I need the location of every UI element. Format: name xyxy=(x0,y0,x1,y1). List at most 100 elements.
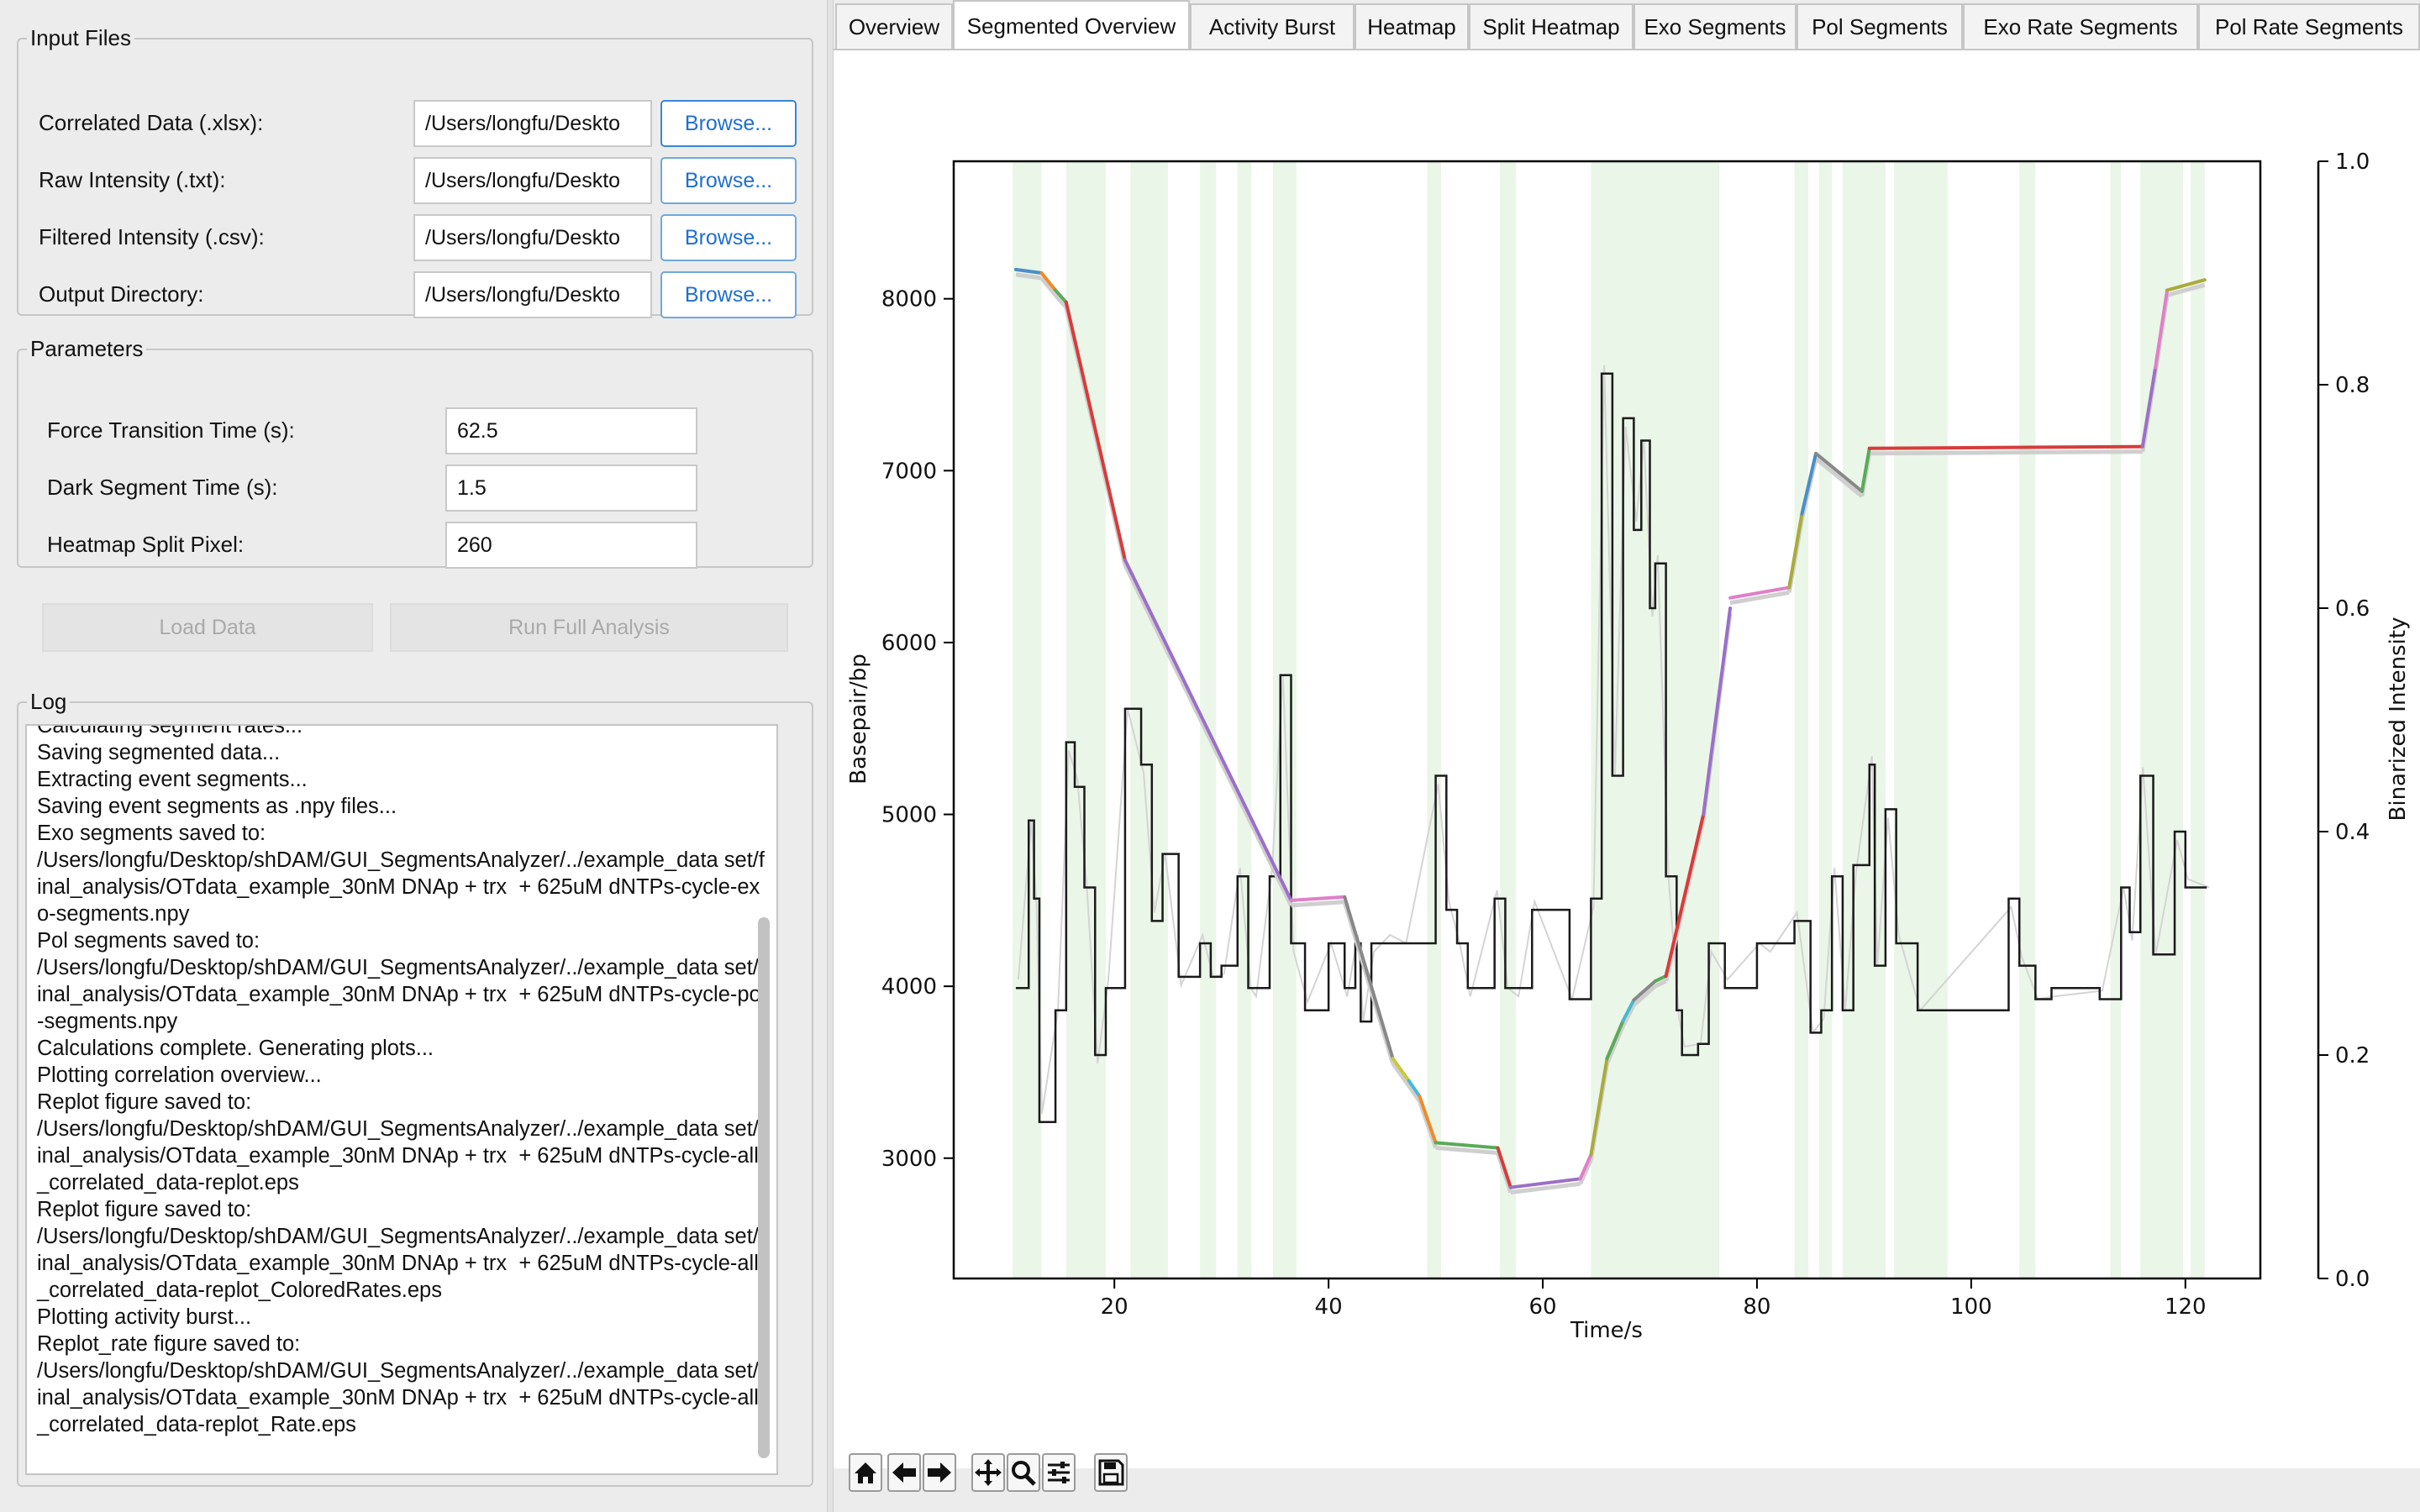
back-arrow-icon[interactable] xyxy=(887,1453,921,1492)
parameters-legend: Parameters xyxy=(30,336,144,361)
tab-activity-burst[interactable]: Activity Burst xyxy=(1190,3,1355,49)
rate-segment xyxy=(1508,1177,1582,1189)
basepair-raw-trace xyxy=(1391,1062,1411,1088)
rate-segment xyxy=(2140,365,2158,449)
rate-segment xyxy=(1434,1141,1500,1150)
input-files-legend: Input Files xyxy=(30,25,131,50)
load-data-button[interactable]: Load Data xyxy=(42,603,373,652)
basepair-raw-trace xyxy=(1578,1158,1593,1185)
dark-segment-label: Dark Segment Time (s): xyxy=(47,475,278,500)
pan-icon[interactable] xyxy=(971,1453,1005,1492)
y-tick-label: 4000 xyxy=(881,974,937,1000)
tab-overview[interactable]: Overview xyxy=(835,3,953,49)
rate-segment xyxy=(1589,1057,1609,1157)
shaded-interval xyxy=(2140,161,2184,1278)
raw-intensity-label: Raw Intensity (.txt): xyxy=(39,167,226,192)
x-tick-label: 120 xyxy=(2165,1294,2207,1320)
tab-pol-rate-segments[interactable]: Pol Rate Segments xyxy=(2198,3,2420,49)
log-text: Calculating segment rates... Saving segm… xyxy=(37,724,766,1436)
panel-splitter[interactable] xyxy=(827,0,834,1512)
rate-segment xyxy=(1653,974,1668,984)
forward-arrow-icon[interactable] xyxy=(923,1453,956,1492)
configure-icon[interactable] xyxy=(1042,1453,1076,1492)
y-tick-label: 5000 xyxy=(881,803,937,828)
input-files-group: Input Files Correlated Data (.xlsx): /Us… xyxy=(17,25,813,318)
plot-canvas[interactable]: 20 40 60 80 100 120 3000 4000 5000 6000 7000 8000 … xyxy=(834,49,2420,1468)
shaded-interval xyxy=(2019,161,2036,1278)
rate-segment xyxy=(1289,895,1347,902)
dark-segment-row: Dark Segment Time (s): 1.5 xyxy=(18,465,812,513)
run-full-analysis-button[interactable]: Run Full Analysis xyxy=(390,603,788,652)
y-axis-label: Basepair/bp xyxy=(846,654,871,784)
tab-pol-segments[interactable]: Pol Segments xyxy=(1797,3,1963,49)
basepair-raw-trace xyxy=(1407,1084,1422,1103)
shaded-interval xyxy=(2110,161,2122,1278)
tab-split-heatmap[interactable]: Split Heatmap xyxy=(1469,3,1634,49)
rate-segment xyxy=(1064,300,1127,562)
plot-frame xyxy=(952,160,2262,1280)
x-tick-label: 80 xyxy=(1743,1294,1770,1320)
filtered-intensity-browse-button[interactable]: Browse... xyxy=(660,214,797,261)
basepair-raw-trace xyxy=(1654,979,1667,989)
basepair-raw-trace xyxy=(1039,276,1058,297)
rate-segment xyxy=(1605,1019,1625,1061)
basepair-raw-trace xyxy=(1621,1004,1636,1027)
raw-intensity-path-field[interactable]: /Users/longfu/Deskto xyxy=(413,157,652,204)
rate-segment xyxy=(1123,558,1293,902)
filtered-intensity-label: Filtered Intensity (.csv): xyxy=(39,224,265,249)
zoom-icon[interactable] xyxy=(1007,1453,1040,1492)
shaded-interval xyxy=(1013,161,1042,1278)
output-directory-label: Output Directory: xyxy=(39,281,204,307)
rate-segment xyxy=(1800,451,1818,516)
shaded-interval xyxy=(1065,161,1106,1278)
rate-segment xyxy=(1664,812,1706,978)
force-transition-row: Force Transition Time (s): 62.5 xyxy=(18,407,812,456)
dark-segment-input[interactable]: 1.5 xyxy=(445,465,697,512)
x-tick-label: 100 xyxy=(1950,1294,1992,1320)
x-tick-label: 20 xyxy=(1101,1294,1128,1320)
rate-segment xyxy=(2165,278,2207,292)
rate-segment xyxy=(1814,451,1864,493)
force-transition-input[interactable]: 62.5 xyxy=(445,407,697,454)
heatmap-split-input[interactable]: 260 xyxy=(445,522,697,569)
tab-bar: Overview Segmented Overview Activity Bur… xyxy=(834,0,2420,50)
rate-segment xyxy=(1391,1057,1411,1083)
tab-exo-rate-segments[interactable]: Exo Rate Segments xyxy=(1963,3,2198,49)
tab-exo-segments[interactable]: Exo Segments xyxy=(1634,3,1797,49)
control-panel: Input Files Correlated Data (.xlsx): /Us… xyxy=(0,0,827,1512)
rate-segment xyxy=(1867,444,2144,450)
y2-tick-label: 0.4 xyxy=(2335,820,2370,845)
x-axis-label: Time/s xyxy=(1570,1318,1643,1343)
rate-segment xyxy=(1632,979,1657,1002)
rate-segment xyxy=(1787,512,1804,590)
filtered-intensity-path-field[interactable]: /Users/longfu/Deskto xyxy=(413,214,652,261)
basepair-raw-trace xyxy=(2166,282,2206,297)
output-directory-browse-button[interactable]: Browse... xyxy=(660,271,797,318)
shaded-interval xyxy=(1591,161,1720,1278)
rate-segment xyxy=(1496,1146,1512,1189)
parameters-group: Parameters Force Transition Time (s): 62… xyxy=(17,336,813,569)
y-tick-label: 6000 xyxy=(881,631,937,656)
correlated-data-label: Correlated Data (.xlsx): xyxy=(39,110,264,135)
basepair-raw-trace xyxy=(1632,984,1657,1007)
raw-intensity-row: Raw Intensity (.txt): /Users/longfu/Desk… xyxy=(18,157,812,206)
rate-segment xyxy=(1860,446,1871,493)
y-tick-label: 3000 xyxy=(881,1147,937,1172)
basepair-raw-trace xyxy=(1510,1181,1581,1195)
correlated-data-path-field[interactable]: /Users/longfu/Deskto xyxy=(413,100,652,147)
rate-segment xyxy=(1578,1152,1593,1181)
tab-segmented-overview[interactable]: Segmented Overview xyxy=(953,0,1190,50)
tab-heatmap[interactable]: Heatmap xyxy=(1355,3,1469,49)
raw-intensity-browse-button[interactable]: Browse... xyxy=(660,157,797,204)
heatmap-split-label: Heatmap Split Pixel: xyxy=(47,532,245,557)
home-icon[interactable] xyxy=(849,1453,882,1492)
shaded-interval xyxy=(2191,161,2205,1278)
save-icon[interactable] xyxy=(1094,1453,1128,1492)
segmented-overview-chart[interactable]: 20 40 60 80 100 120 300040005000600070008000 … xyxy=(834,50,2420,1468)
log-scrollbar[interactable] xyxy=(758,917,770,1458)
output-directory-path-field[interactable]: /Users/longfu/Deskto xyxy=(413,271,652,318)
shaded-interval xyxy=(1842,161,1886,1278)
log-output[interactable]: Calculating segment rates... Saving segm… xyxy=(25,724,778,1475)
correlated-data-browse-button[interactable]: Browse... xyxy=(660,100,797,147)
basepair-raw-trace xyxy=(1123,564,1293,906)
